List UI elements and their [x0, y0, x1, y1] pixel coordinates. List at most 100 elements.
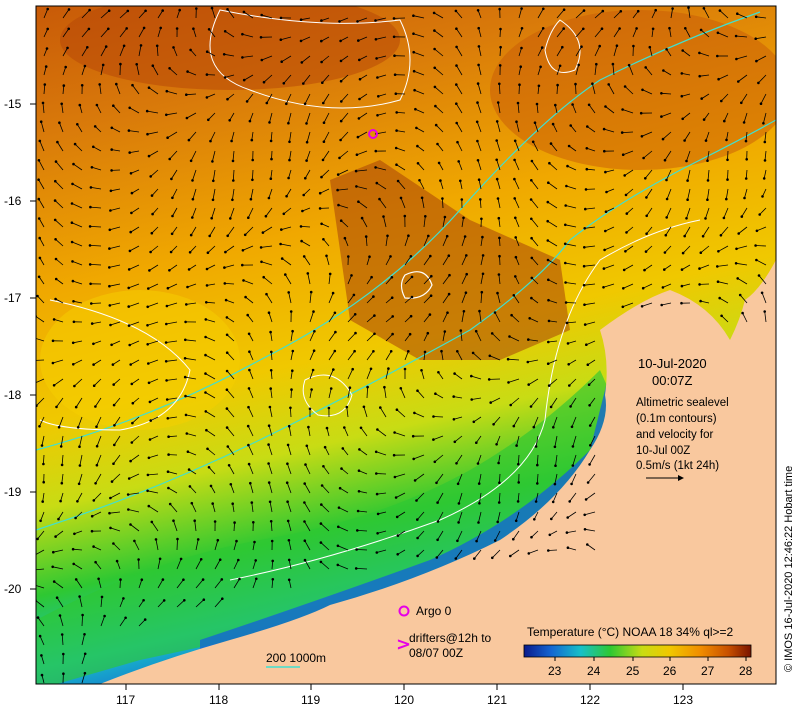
velocity-arrow-head: [448, 273, 451, 277]
velocity-arrow: [723, 207, 729, 219]
velocity-arrow: [666, 188, 672, 200]
velocity-arrow: [423, 295, 432, 304]
velocity-arrow-head: [437, 161, 441, 165]
velocity-arrow: [584, 264, 596, 267]
velocity-arrow: [533, 511, 539, 520]
velocity-arrow: [530, 397, 539, 407]
velocity-arrow: [358, 470, 368, 475]
velocity-arrow-head: [516, 500, 520, 503]
velocity-arrow-head: [42, 480, 45, 484]
velocity-arrow-head: [744, 139, 748, 143]
velocity-arrow-head: [420, 196, 424, 200]
velocity-arrow: [686, 150, 691, 162]
velocity-arrow-head: [757, 81, 760, 85]
velocity-arrow-head: [146, 489, 149, 493]
velocity-arrow: [669, 28, 672, 38]
velocity-arrow: [379, 407, 387, 418]
velocity-arrow: [760, 93, 767, 104]
velocity-arrow-head: [127, 129, 131, 132]
velocity-arrow: [736, 262, 748, 266]
velocity-arrow-head: [172, 519, 175, 522]
velocity-arrow-head: [433, 460, 437, 464]
velocity-arrow: [534, 122, 539, 133]
velocity-arrow-head: [205, 428, 208, 432]
velocity-arrow: [53, 319, 64, 323]
velocity-arrow-head: [164, 360, 168, 363]
velocity-arrow-head: [332, 368, 335, 371]
velocity-arrow-head: [51, 565, 54, 569]
velocity-arrow: [498, 454, 501, 464]
velocity-arrow-head: [462, 216, 465, 220]
velocity-arrow: [309, 331, 315, 342]
velocity-arrow-head: [119, 62, 122, 66]
velocity-arrow-head: [377, 95, 380, 98]
velocity-arrow-head: [267, 481, 271, 484]
velocity-arrow: [623, 283, 634, 289]
velocity-arrow: [442, 216, 446, 228]
velocity-arrow-head: [241, 56, 244, 59]
velocity-arrow: [58, 511, 64, 520]
velocity-arrow: [480, 255, 484, 266]
velocity-arrow-head: [355, 153, 359, 156]
velocity-arrow-head: [356, 529, 359, 532]
velocity-arrow: [248, 388, 254, 399]
velocity-arrow-head: [470, 398, 474, 401]
velocity-arrow: [171, 169, 178, 180]
velocity-arrow: [214, 598, 223, 608]
velocity-arrow: [375, 167, 387, 171]
velocity-arrow-head: [368, 255, 371, 258]
velocity-arrow-head: [260, 13, 264, 17]
velocity-arrow-head: [262, 275, 266, 279]
velocity-arrow: [99, 84, 102, 95]
velocity-arrow-head: [663, 158, 667, 162]
velocity-arrow: [479, 492, 482, 504]
velocity-arrow: [385, 333, 393, 342]
velocity-arrow: [682, 50, 691, 57]
velocity-arrow: [71, 203, 83, 209]
velocity-arrow-head: [319, 522, 323, 525]
velocity-arrow: [270, 521, 273, 532]
velocity-arrow: [147, 490, 159, 494]
velocity-arrow: [718, 74, 729, 80]
velocity-arrow-head: [202, 598, 206, 601]
velocity-arrow-head: [78, 445, 81, 449]
velocity-arrow: [550, 397, 558, 408]
velocity-arrow-head: [321, 158, 325, 162]
velocity-arrow: [289, 131, 292, 142]
velocity-arrow-head: [470, 374, 473, 378]
velocity-arrow: [396, 112, 406, 114]
velocity-arrow-head: [131, 83, 134, 87]
velocity-arrow: [226, 317, 235, 323]
velocity-arrow: [649, 47, 653, 57]
velocity-arrow-head: [589, 444, 592, 447]
velocity-arrow: [189, 486, 197, 494]
velocity-arrow-head: [225, 407, 229, 410]
velocity-arrow: [475, 331, 482, 342]
velocity-arrow-head: [280, 257, 284, 260]
velocity-arrow: [499, 28, 501, 38]
velocity-arrow-head: [223, 30, 227, 33]
velocity-arrow-head: [60, 463, 64, 467]
velocity-arrow: [152, 207, 159, 215]
velocity-arrow-head: [698, 283, 701, 286]
velocity-arrow: [168, 435, 178, 438]
velocity-arrow-head: [562, 27, 565, 30]
velocity-arrow-head: [621, 305, 625, 309]
velocity-arrow-head: [358, 77, 362, 81]
velocity-arrow-head: [495, 443, 498, 446]
velocity-arrow: [413, 15, 425, 19]
velocity-arrow-head: [37, 217, 41, 220]
velocity-arrow-head: [230, 139, 233, 143]
velocity-arrow-head: [584, 207, 587, 211]
velocity-arrow-head: [147, 287, 150, 290]
velocity-arrow-head: [530, 236, 533, 240]
velocity-arrow-head: [305, 140, 309, 144]
velocity-arrow-head: [452, 395, 456, 398]
velocity-arrow-head: [476, 101, 479, 104]
velocity-arrow: [569, 378, 577, 386]
velocity-arrow-head: [328, 272, 332, 276]
velocity-arrow: [116, 560, 121, 570]
velocity-arrow: [478, 179, 482, 190]
velocity-arrow-head: [567, 363, 570, 366]
velocity-arrow-head: [57, 425, 61, 429]
